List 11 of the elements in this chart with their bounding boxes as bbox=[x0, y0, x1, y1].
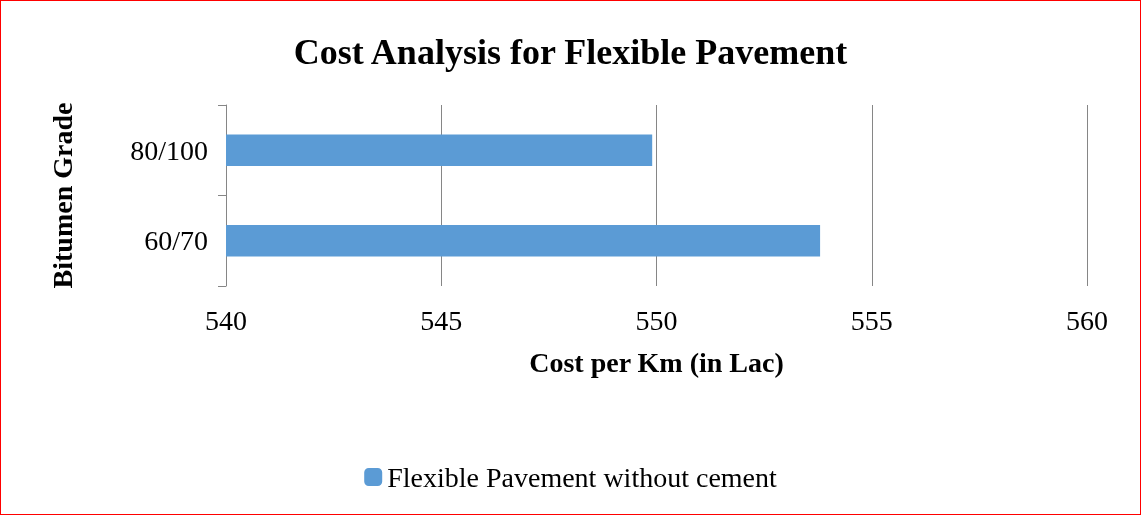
x-tick-label: 555 bbox=[850, 304, 893, 336]
y-axis-title: Bitumen Grade bbox=[46, 102, 78, 289]
legend-label: Flexible Pavement without cement bbox=[387, 461, 778, 493]
y-tick-label: 60/70 bbox=[144, 225, 208, 257]
y-tick-label: 80/100 bbox=[130, 134, 208, 166]
x-tick-label: 560 bbox=[1066, 304, 1108, 336]
x-tick-label: 540 bbox=[205, 304, 247, 336]
x-tick-label: 550 bbox=[635, 304, 678, 336]
chart-title: Cost Analysis for Flexible Pavement bbox=[293, 32, 848, 72]
x-axis-title: Cost per Km (in Lac) bbox=[529, 346, 784, 378]
x-tick-label: 545 bbox=[420, 304, 463, 336]
